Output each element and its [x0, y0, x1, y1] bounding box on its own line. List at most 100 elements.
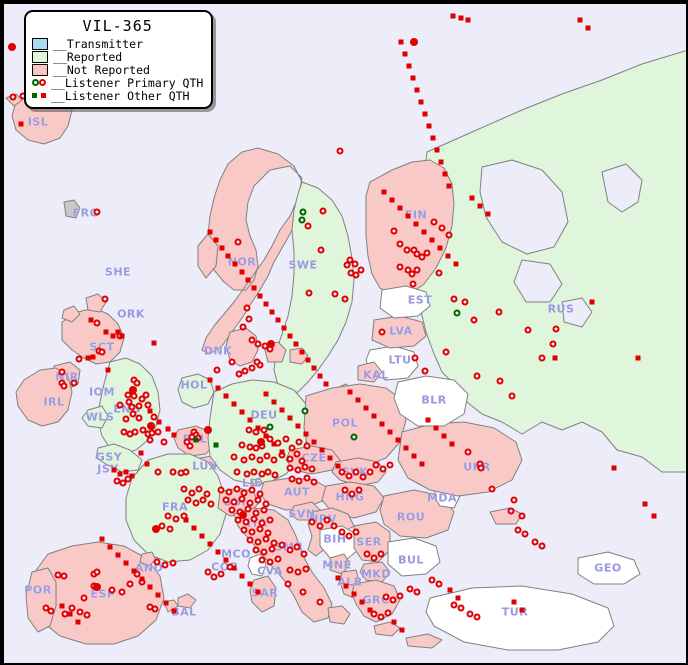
- listener-other-qth-marker: [445, 253, 451, 259]
- listener-other-qth-marker: [111, 467, 117, 473]
- listener-other-qth-marker: [251, 285, 257, 291]
- listener-primary-qth-marker: [207, 500, 215, 508]
- listener-primary-qth-marker: [256, 456, 264, 464]
- listener-primary-qth-marker: [158, 522, 166, 530]
- listener-other-qth-marker: [129, 473, 135, 479]
- listener-primary-qth-marker: [413, 588, 421, 596]
- listener-primary-qth-marker-green: [299, 208, 307, 216]
- listener-primary-qth-marker: [293, 543, 301, 551]
- listener-other-qth-marker: [155, 592, 161, 598]
- listener-other-qth-marker: [90, 354, 96, 360]
- listener-primary-qth-marker: [331, 290, 339, 298]
- listener-primary-qth-marker: [260, 548, 268, 556]
- listener-primary-qth-marker: [169, 468, 177, 476]
- listener-primary-qth-marker: [477, 464, 485, 472]
- country-lie: [251, 477, 263, 487]
- listener-primary-qth-marker: [210, 573, 218, 581]
- listener-primary-qth-marker: [282, 435, 290, 443]
- listener-primary-qth-marker: [351, 260, 359, 268]
- listener-other-qth-marker: [247, 417, 253, 423]
- listener-primary-qth-marker: [186, 442, 194, 450]
- listener-other-qth-marker: [147, 584, 153, 590]
- listener-marker-dot: [152, 525, 160, 533]
- listener-primary-qth-marker: [204, 568, 212, 576]
- listener-primary-qth-marker: [135, 402, 143, 410]
- listener-primary-qth-marker: [264, 468, 272, 476]
- listener-other-qth-marker: [219, 245, 225, 251]
- map-legend: VIL-365 __Transmitter __Reported __Not Rep…: [24, 10, 214, 109]
- listener-primary-qth-marker: [377, 550, 385, 558]
- listener-primary-qth-marker: [450, 295, 458, 303]
- listener-primary-qth-marker-green: [350, 433, 358, 441]
- country-ukr: [397, 421, 523, 497]
- listener-primary-qth-marker: [438, 224, 446, 232]
- listener-primary-qth-marker: [239, 323, 247, 331]
- listener-primary-qth-marker: [144, 401, 152, 409]
- legend-row-2: __Not Reported: [32, 63, 203, 76]
- listener-primary-qth-marker: [428, 576, 436, 584]
- listener-other-qth-marker: [450, 13, 456, 19]
- listener-primary-qth-marker: [258, 556, 266, 564]
- listener-primary-qth-marker: [531, 538, 539, 546]
- listener-primary-qth-marker: [423, 249, 431, 257]
- listener-primary-qth-marker: [228, 506, 236, 514]
- listener-primary-qth-marker: [93, 568, 101, 576]
- listener-primary-qth-marker: [151, 605, 159, 613]
- listener-other-qth-marker: [287, 415, 293, 421]
- listener-other-qth-marker: [455, 595, 461, 601]
- country-sar: [249, 575, 277, 613]
- listener-primary-qth-marker: [225, 488, 233, 496]
- listener-marker-dot: [8, 43, 16, 51]
- listener-primary-qth-marker: [552, 325, 560, 333]
- listener-other-qth-marker: [275, 317, 281, 323]
- listener-primary-qth-marker: [138, 395, 146, 403]
- listener-other-qth-marker: [299, 349, 305, 355]
- country-and: [139, 551, 157, 567]
- listener-other-qth-marker: [119, 333, 125, 339]
- listener-primary-qth-marker: [363, 550, 371, 558]
- listener-other-qth-marker: [395, 437, 401, 443]
- listener-other-qth-marker: [232, 261, 238, 267]
- listener-primary-qth-marker: [403, 246, 411, 254]
- listener-other-qth-marker: [449, 441, 455, 447]
- listener-other-qth-marker: [335, 575, 341, 581]
- listener-primary-qth-marker-green: [453, 309, 461, 317]
- listener-primary-qth-marker: [396, 263, 404, 271]
- listener-primary-qth-marker: [199, 496, 207, 504]
- listener-primary-qth-marker: [228, 358, 236, 366]
- listener-other-qth-marker: [430, 135, 436, 141]
- listener-other-qth-marker: [225, 253, 231, 259]
- listener-primary-qth-marker: [240, 526, 248, 534]
- listener-primary-qth-marker: [430, 218, 438, 226]
- listener-primary-qth-marker: [254, 538, 262, 546]
- listener-primary-qth-marker: [244, 505, 252, 513]
- listener-primary-qth-marker: [303, 442, 311, 450]
- listener-other-qth-marker: [381, 189, 387, 195]
- listener-other-qth-marker: [413, 221, 419, 227]
- listener-primary-qth-marker: [154, 468, 162, 476]
- listener-marker-dot: [147, 422, 155, 430]
- listener-primary-qth-marker: [294, 466, 302, 474]
- listener-other-qth-marker: [453, 261, 459, 267]
- listener-primary-qth-marker: [119, 479, 127, 487]
- listener-other-qth-marker: [389, 197, 395, 203]
- listener-other-qth-marker: [59, 603, 65, 609]
- listener-primary-qth-marker: [93, 208, 101, 216]
- listener-primary-qth-marker: [243, 470, 251, 478]
- listener-primary-qth-marker: [308, 518, 316, 526]
- listener-primary-qth-marker: [300, 550, 308, 558]
- listener-primary-qth-marker: [250, 515, 258, 523]
- listener-other-qth-marker: [231, 565, 237, 571]
- listener-primary-qth-marker: [80, 594, 88, 602]
- listener-primary-qth-marker: [457, 604, 465, 612]
- listener-other-qth-marker: [469, 195, 475, 201]
- listener-primary-qth-marker: [538, 354, 546, 362]
- listener-other-qth-marker: [447, 587, 453, 593]
- listener-other-qth-marker: [635, 355, 641, 361]
- listener-marker-dot: [410, 38, 418, 46]
- listener-primary-qth-marker: [299, 588, 307, 596]
- legend-label-2: __Not Reported: [53, 62, 150, 77]
- listener-other-qth-marker: [311, 365, 317, 371]
- listener-other-qth-marker: [191, 525, 197, 531]
- listener-primary-qth-marker: [359, 473, 367, 481]
